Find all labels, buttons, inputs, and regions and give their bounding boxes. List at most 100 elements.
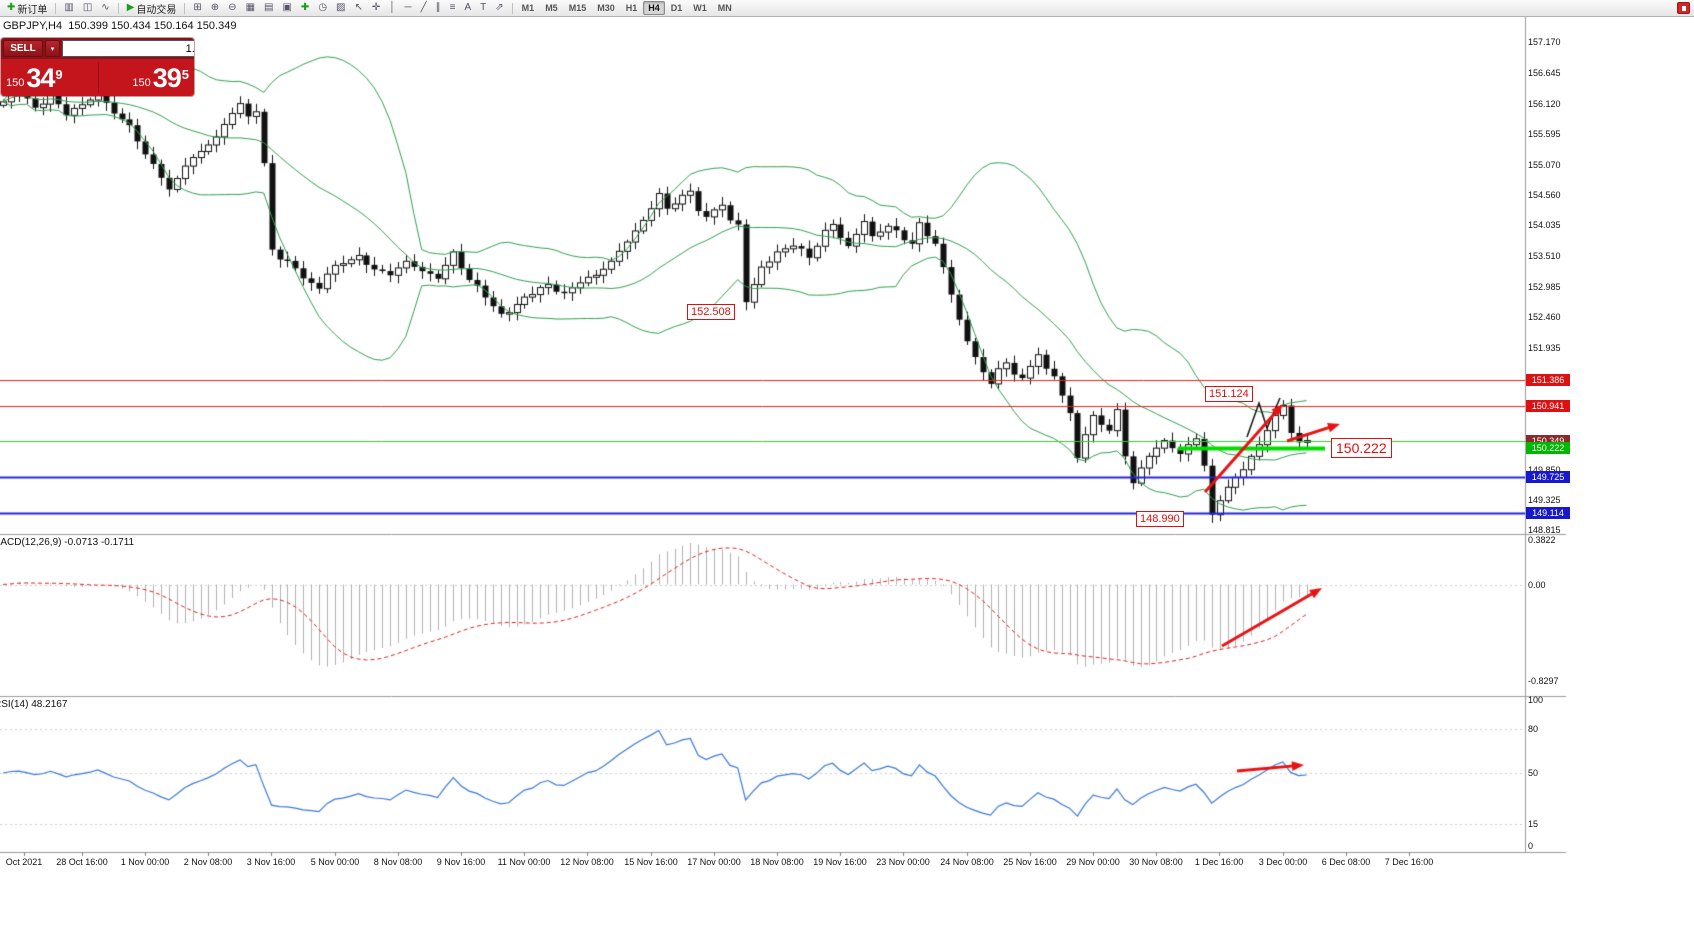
sell-button[interactable]: SELL bbox=[3, 40, 43, 57]
zoom-in-button[interactable]: ⊕ bbox=[207, 1, 223, 16]
lot-size-field: ▴ ▾ bbox=[62, 40, 194, 57]
time-axis-label: 9 Nov 16:00 bbox=[436, 857, 486, 867]
crosshair-icon: ✛ bbox=[371, 2, 381, 13]
timeframe-w1-button[interactable]: W1 bbox=[688, 1, 712, 15]
navigator-icon: ▤ bbox=[264, 2, 274, 13]
terminal-icon: ▣ bbox=[282, 2, 292, 13]
arrow-tools-icon: ⇗ bbox=[495, 2, 504, 13]
candlestick-ch art-icon: ◫ bbox=[82, 2, 93, 13]
price-badge: 150.222 bbox=[1526, 442, 1570, 455]
arrow-tools-button[interactable]: ⇗ bbox=[491, 1, 507, 16]
fibonacci-button[interactable]: ≡ bbox=[446, 1, 460, 16]
time-axis-label: 25 Nov 16:00 bbox=[1003, 857, 1057, 867]
timeframe-m1-button[interactable]: M1 bbox=[517, 1, 540, 15]
timeframe-h1-button[interactable]: H1 bbox=[621, 1, 643, 15]
timeframe-mn-button[interactable]: MN bbox=[713, 1, 737, 15]
price-axis-label: 154.035 bbox=[1528, 220, 1561, 231]
sell-price[interactable]: 150 34 9 bbox=[1, 59, 98, 96]
tile-windows-button[interactable]: ⊞ bbox=[189, 1, 205, 16]
time-axis-label: 8 Nov 08:00 bbox=[373, 857, 423, 867]
time-axis-label: 1 Dec 16:00 bbox=[1194, 857, 1244, 867]
buy-price-big: 39 bbox=[152, 63, 182, 93]
status-icon[interactable] bbox=[1677, 2, 1690, 14]
time-axis-label: 30 Nov 08:00 bbox=[1129, 857, 1183, 867]
time-axis-label: 5 Nov 00:00 bbox=[310, 857, 360, 867]
time-axis-label: 11 Nov 00:00 bbox=[497, 857, 551, 867]
tile-windows-icon: ⊞ bbox=[193, 2, 202, 13]
time-axis-label: 15 Nov 16:00 bbox=[624, 857, 678, 867]
time-axis-label: 12 Nov 08:00 bbox=[560, 857, 614, 867]
bar-chart-button[interactable]: ▥ bbox=[60, 1, 77, 16]
macd-scale-label: -0.8297 bbox=[1528, 676, 1559, 687]
channel-button[interactable]: ∥ bbox=[432, 1, 445, 16]
price-badge: 150.941 bbox=[1526, 400, 1570, 413]
time-axis-label: 29 Nov 00:00 bbox=[1066, 857, 1120, 867]
price-badge: 149.725 bbox=[1526, 471, 1570, 484]
fibonacci-icon: ≡ bbox=[449, 2, 456, 13]
rsi-scale-label: 50 bbox=[1528, 768, 1539, 778]
templates-button[interactable]: ▨ bbox=[332, 1, 349, 16]
horizontal-line-button[interactable]: ─ bbox=[401, 1, 416, 16]
price-annotation[interactable]: 151.124 bbox=[1205, 386, 1253, 402]
new-order-button[interactable]: ✚ 新订单 bbox=[3, 1, 51, 16]
terminal-button[interactable]: ▣ bbox=[278, 1, 295, 16]
timeframe-m5-button[interactable]: M5 bbox=[540, 1, 563, 15]
timeframe-d1-button[interactable]: D1 bbox=[666, 1, 688, 15]
time-axis-label: 18 Nov 08:00 bbox=[750, 857, 804, 867]
bar-chart-icon: ▥ bbox=[64, 2, 74, 13]
one-click-trading-panel: SELL ▾ ▴ ▾ BUY 150 34 9 150 39 5 bbox=[1, 38, 194, 96]
price-axis-label: 154.560 bbox=[1528, 189, 1561, 200]
trendline-icon: ╱ bbox=[420, 2, 427, 13]
time-axis-label: 3 Dec 00:00 bbox=[1258, 857, 1308, 867]
timeframe-buttons: M1 M5 M15 M30 H1 H4 D1 W1 MN bbox=[517, 1, 737, 15]
period-button[interactable]: ◷ bbox=[314, 1, 331, 16]
price-axis-label: 155.595 bbox=[1528, 129, 1561, 140]
toolbar-separator bbox=[511, 2, 513, 14]
price-annotation[interactable]: 150.222 bbox=[1331, 438, 1392, 458]
timeframe-m30-button[interactable]: M30 bbox=[592, 1, 620, 15]
price-axis-label: 155.070 bbox=[1528, 159, 1561, 170]
price-axis-label: 152.985 bbox=[1528, 281, 1561, 292]
label-button[interactable]: T bbox=[476, 1, 490, 16]
buy-price-sup: 5 bbox=[181, 67, 189, 82]
line-chart-icon: ∿ bbox=[101, 2, 110, 13]
price-annotation[interactable]: 152.508 bbox=[687, 304, 735, 320]
cursor-icon: ↖ bbox=[354, 2, 363, 13]
market-watch-button[interactable]: ▦ bbox=[242, 1, 259, 16]
time-axis-label: Oct 2021 bbox=[5, 857, 43, 867]
crosshair-button[interactable]: ✛ bbox=[368, 1, 384, 16]
channel-icon: ∥ bbox=[435, 2, 441, 13]
line-chart-button[interactable]: ∿ bbox=[97, 1, 113, 16]
trendline-button[interactable]: ╱ bbox=[417, 1, 431, 16]
time-axis-label: 24 Nov 08:00 bbox=[940, 857, 994, 867]
trade-panel-controls: SELL ▾ ▴ ▾ BUY bbox=[1, 38, 194, 59]
price-badge: 151.386 bbox=[1526, 374, 1570, 387]
text-icon: A bbox=[464, 2, 472, 13]
vertical-line-button[interactable]: │ bbox=[385, 1, 399, 16]
text-button[interactable]: A bbox=[461, 1, 476, 16]
lot-size-input[interactable] bbox=[63, 41, 194, 56]
indicators-button[interactable]: ✚ bbox=[297, 1, 313, 16]
navigator-button[interactable]: ▤ bbox=[260, 1, 277, 16]
new-order-icon: ✚ bbox=[7, 2, 16, 13]
cursor-button[interactable]: ↖ bbox=[351, 1, 367, 16]
time-axis-label: 7 Dec 16:00 bbox=[1384, 857, 1434, 867]
macd-scale-label: 0.00 bbox=[1528, 579, 1546, 590]
timeframe-h4-button[interactable]: H4 bbox=[643, 1, 665, 15]
macd-scale-label: 0.3822 bbox=[1528, 535, 1556, 546]
indicators-icon: ✚ bbox=[300, 2, 310, 13]
macd-indicator-label: MACD(12,26,9) -0.0713 -0.1711 bbox=[0, 537, 135, 548]
market-watch-icon: ▦ bbox=[245, 2, 256, 13]
price-badge: 149.114 bbox=[1526, 506, 1570, 519]
buy-price[interactable]: 150 39 5 bbox=[98, 59, 195, 96]
timeframe-m15-button[interactable]: M15 bbox=[564, 1, 592, 15]
zoom-out-button[interactable]: ⊖ bbox=[224, 1, 240, 16]
autotrading-button[interactable]: ▶ 自动交易 bbox=[123, 1, 181, 16]
price-axis-label: 148.815 bbox=[1528, 525, 1561, 536]
price-annotation[interactable]: 148.990 bbox=[1136, 511, 1184, 527]
lot-dropdown-button[interactable]: ▾ bbox=[45, 40, 60, 57]
candlestick-ch art-button[interactable]: ◫ bbox=[79, 1, 96, 16]
toolbar-separator bbox=[55, 2, 57, 14]
time-axis-label: 28 Oct 16:00 bbox=[56, 857, 108, 867]
